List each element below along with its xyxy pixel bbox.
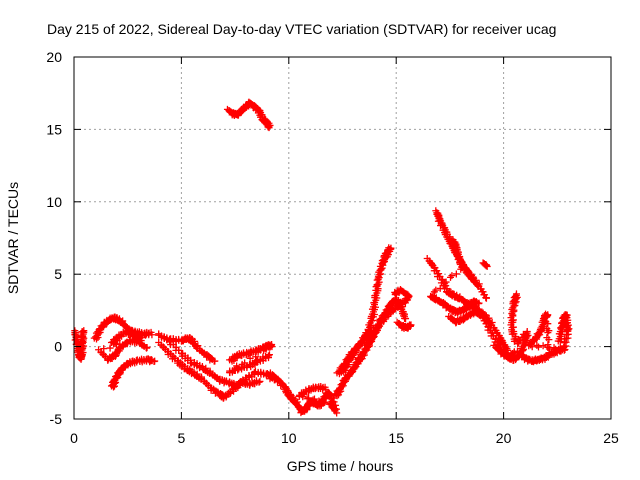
data-point <box>401 314 409 322</box>
data-point <box>148 331 156 339</box>
data-point <box>441 280 449 288</box>
data-point <box>264 352 272 360</box>
y-tick-label: 0 <box>54 339 62 355</box>
data-point <box>254 348 262 356</box>
data-point <box>533 341 541 349</box>
data-point <box>264 123 272 131</box>
x-tick-label: 0 <box>70 430 78 446</box>
y-tick-label: 20 <box>46 49 62 65</box>
data-point <box>544 343 552 351</box>
data-point <box>78 345 86 353</box>
series-arc-m <box>333 286 413 378</box>
data-point <box>544 320 552 328</box>
series-arc-n <box>393 318 415 332</box>
data-point <box>321 398 329 406</box>
data-point <box>256 377 264 385</box>
y-tick-label: -5 <box>50 411 63 427</box>
data-point <box>436 284 444 292</box>
data-point <box>260 347 268 355</box>
data-point <box>310 395 318 403</box>
chart-title: Day 215 of 2022, Sidereal Day-to-day VTE… <box>47 21 556 37</box>
data-point <box>482 261 490 269</box>
data-point <box>265 351 273 359</box>
data-point <box>315 397 323 405</box>
data-point <box>550 344 558 352</box>
data-point <box>448 272 456 280</box>
data-point <box>539 342 547 350</box>
data-point <box>544 329 552 337</box>
y-axis-label: SDTVAR / TECUs <box>5 182 21 294</box>
series-arc-j <box>266 369 341 417</box>
data-point <box>482 294 490 302</box>
data-point <box>325 400 333 408</box>
data-point <box>545 336 553 344</box>
data-points <box>71 98 573 417</box>
x-axis-label: GPS time / hours <box>287 458 394 474</box>
y-tick-label: 5 <box>54 266 62 282</box>
data-point <box>447 273 454 281</box>
data-point <box>430 288 438 296</box>
data-point <box>211 357 219 365</box>
data-point <box>79 338 87 346</box>
data-point <box>391 290 399 298</box>
data-point <box>483 262 491 270</box>
series-arc-d <box>107 327 145 348</box>
series-arc-s <box>479 259 491 270</box>
y-tick-label: 15 <box>46 121 62 137</box>
data-point <box>327 399 335 407</box>
series-arc-q <box>427 236 483 317</box>
data-point <box>303 395 311 403</box>
data-point <box>534 343 542 351</box>
data-point <box>77 350 85 358</box>
data-point <box>452 270 460 278</box>
data-point <box>265 124 273 132</box>
series-arc-c <box>107 355 159 391</box>
series-arc-i <box>223 98 274 132</box>
x-tick-label: 15 <box>388 430 404 446</box>
data-point <box>255 378 263 386</box>
series-arc-g <box>155 331 219 365</box>
series-arc-v <box>554 311 573 351</box>
x-tick-label: 20 <box>496 430 512 446</box>
data-point <box>407 321 415 329</box>
data-point <box>319 399 327 407</box>
data-point <box>246 354 254 362</box>
data-point <box>552 345 560 353</box>
data-point <box>387 244 395 252</box>
data-point <box>330 401 338 409</box>
plot-frame <box>73 56 612 420</box>
data-point <box>475 299 483 307</box>
data-point <box>234 366 242 374</box>
data-point <box>106 344 114 352</box>
data-point <box>329 394 337 402</box>
axis-ticks: 0 5 10 15 20 25 -5 0 5 10 15 20 <box>46 49 619 446</box>
data-point <box>512 290 520 298</box>
data-point <box>143 343 151 351</box>
series-arc-f <box>155 339 264 402</box>
data-point <box>268 341 276 349</box>
series-arc-a <box>71 327 88 363</box>
y-tick-label: 10 <box>46 194 62 210</box>
data-point <box>543 313 551 321</box>
data-point <box>305 394 313 402</box>
series-arc-h <box>226 341 276 377</box>
x-tick-label: 10 <box>281 430 297 446</box>
data-point <box>80 327 88 335</box>
series-arc-u <box>513 310 569 366</box>
data-point <box>151 357 159 365</box>
x-tick-label: 25 <box>603 430 619 446</box>
data-point <box>457 265 465 273</box>
data-point <box>322 386 330 394</box>
x-tick-label: 5 <box>178 430 186 446</box>
data-point <box>560 343 568 351</box>
data-point <box>309 396 317 404</box>
data-point <box>137 337 145 345</box>
